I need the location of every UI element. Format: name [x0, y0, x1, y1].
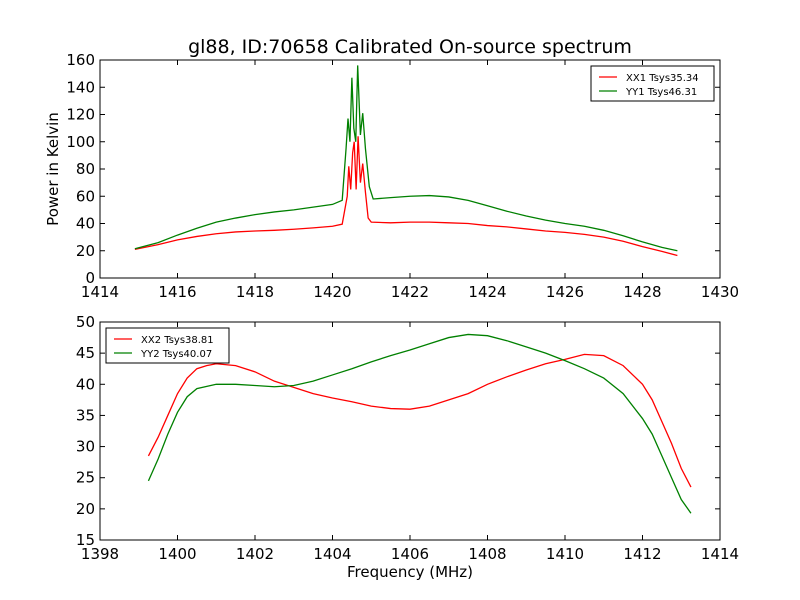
y-tick-label: 0: [85, 269, 95, 287]
legend-box: [105, 327, 230, 364]
legend-entry: XX1 Tsys35.34: [626, 73, 699, 84]
legend: XX1 Tsys35.34 YY1 Tsys46.31: [590, 65, 715, 102]
x-tick-label: 1402: [236, 545, 274, 563]
x-tick-label: 1412: [623, 545, 661, 563]
y-tick-label: 45: [76, 344, 95, 362]
series-line-2: [134, 65, 678, 252]
x-tick-label: 1404: [313, 545, 351, 563]
series-line-2: [147, 333, 692, 514]
chart-title: gl88, ID:70658 Calibrated On-source spec…: [188, 36, 632, 58]
y-tick-label: 40: [76, 375, 95, 393]
legend-entry: YY1 Tsys46.31: [625, 87, 697, 98]
y-tick-label: 35: [76, 406, 95, 424]
x-tick-label: 1424: [468, 283, 506, 301]
y-tick-label: 120: [66, 106, 95, 124]
series-line-1: [134, 136, 678, 257]
x-tick-label: 1428: [623, 283, 661, 301]
x-tick-label: 1400: [158, 545, 196, 563]
x-axis-label: Frequency (MHz): [347, 563, 473, 581]
legend-entry: XX2 Tsys38.81: [141, 335, 214, 346]
x-tick-label: 1410: [546, 545, 584, 563]
y-tick-label: 25: [76, 469, 95, 487]
legend-entry: YY2 Tsys40.07: [140, 349, 212, 360]
x-tick-label: 1406: [391, 545, 429, 563]
y-tick-label: 50: [76, 313, 95, 331]
y-tick-label: 140: [66, 78, 95, 96]
x-tick-label: 1430: [701, 283, 739, 301]
y-tick-label: 40: [76, 215, 95, 233]
series-line-1: [147, 353, 692, 488]
x-tick-label: 1418: [236, 283, 274, 301]
legend-box: [590, 65, 715, 102]
bottom-chart: 1398 1400 1402 1404 1406 1408 1410 1412 1414 15 20…: [76, 313, 739, 563]
top-chart: 1414 1416 1418 1420 1422 1424 1426 1428 1430 0 20 4…: [44, 51, 739, 301]
y-axis-label: Power in Kelvin: [44, 112, 62, 226]
y-tick-label: 80: [76, 160, 95, 178]
x-tick-label: 1414: [81, 283, 119, 301]
x-tick-label: 1426: [546, 283, 584, 301]
y-tick-label: 60: [76, 187, 95, 205]
x-tick-label: 1398: [81, 545, 119, 563]
y-tick-label: 20: [76, 242, 95, 260]
x-tick-label: 1414: [701, 545, 739, 563]
x-tick-label: 1422: [391, 283, 429, 301]
x-tick-label: 1416: [158, 283, 196, 301]
y-tick-label: 100: [66, 133, 95, 151]
y-tick-label: 30: [76, 438, 95, 456]
y-tick-label: 160: [66, 51, 95, 69]
legend: XX2 Tsys38.81 YY2 Tsys40.07: [105, 327, 230, 364]
y-tick-label: 15: [76, 531, 95, 549]
x-tick-label: 1408: [468, 545, 506, 563]
x-tick-label: 1420: [313, 283, 351, 301]
y-tick-label: 20: [76, 500, 95, 518]
